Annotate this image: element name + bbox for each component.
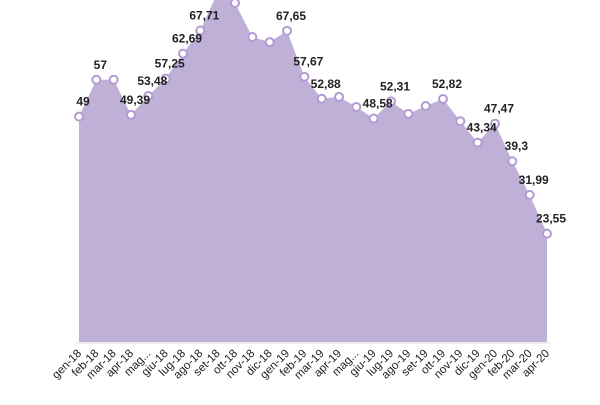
marker [386, 96, 396, 107]
marker [160, 73, 171, 84]
value-label: 57,25 [155, 57, 185, 71]
value-label: 62,69 [172, 32, 202, 46]
marker [91, 74, 102, 85]
marker [282, 25, 292, 36]
marker [108, 74, 119, 85]
marker [264, 37, 275, 48]
value-label: 52,82 [432, 77, 462, 91]
marker [316, 93, 327, 104]
value-label: 39,3 [505, 139, 529, 153]
marker [126, 109, 136, 120]
marker [542, 228, 552, 239]
marker [507, 156, 518, 167]
value-label: 52,88 [311, 77, 341, 91]
marker [247, 32, 258, 43]
value-label: 57,67 [293, 55, 323, 69]
value-label: 48,58 [363, 97, 393, 111]
marker [195, 25, 206, 36]
marker [438, 94, 448, 105]
marker [403, 108, 414, 119]
value-label: 49 [76, 95, 90, 109]
marker [230, 0, 240, 8]
marker [472, 137, 483, 148]
marker [351, 101, 362, 112]
value-label: 49,39 [120, 93, 150, 107]
marker [334, 91, 344, 102]
value-label: 57 [94, 58, 108, 72]
marker [490, 118, 500, 129]
value-label: 23,55 [536, 212, 566, 226]
area [79, 0, 547, 342]
marker [455, 116, 466, 127]
value-label: 47,47 [484, 102, 514, 116]
marker [420, 101, 431, 112]
marker [143, 90, 154, 101]
marker [524, 189, 535, 200]
value-label: 67,65 [276, 9, 306, 23]
marker [178, 48, 188, 59]
marker [368, 113, 379, 124]
value-label: 43,34 [467, 121, 497, 135]
plot-area [74, 0, 552, 342]
marker [74, 111, 84, 122]
value-label: 67,71 [189, 9, 219, 23]
value-label: 53,48 [137, 74, 167, 88]
marker [299, 71, 310, 82]
value-label: 31,99 [519, 173, 549, 187]
value-label: 52,31 [380, 79, 410, 93]
